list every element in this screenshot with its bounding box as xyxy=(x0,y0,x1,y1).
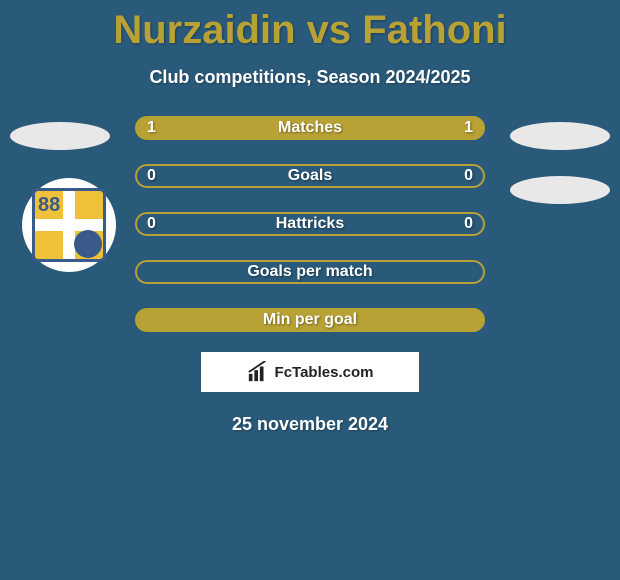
watermark-text: FcTables.com xyxy=(275,364,374,381)
stat-label: Min per goal xyxy=(263,311,357,329)
stat-label: Goals xyxy=(288,167,332,185)
stat-left-value: 1 xyxy=(147,119,156,137)
subtitle: Club competitions, Season 2024/2025 xyxy=(0,67,620,88)
club-badge: 88 xyxy=(22,178,116,272)
avatar-right-placeholder-1 xyxy=(510,122,610,150)
page-title: Nurzaidin vs Fathoni xyxy=(0,0,620,53)
stat-row: 1 Matches 1 xyxy=(135,116,485,140)
stat-right-value: 0 xyxy=(464,215,473,233)
stat-left-value: 0 xyxy=(147,215,156,233)
watermark: FcTables.com xyxy=(201,352,419,392)
date-label: 25 november 2024 xyxy=(0,414,620,435)
stat-left-value: 0 xyxy=(147,167,156,185)
avatar-right-placeholder-2 xyxy=(510,176,610,204)
stat-row: 0 Goals 0 xyxy=(135,164,485,188)
stat-right-value: 1 xyxy=(464,119,473,137)
stat-row: Goals per match xyxy=(135,260,485,284)
stat-label: Matches xyxy=(278,119,342,137)
stat-label: Goals per match xyxy=(247,263,372,281)
stat-row: Min per goal xyxy=(135,308,485,332)
ball-icon xyxy=(74,230,102,258)
stat-row: 0 Hattricks 0 xyxy=(135,212,485,236)
avatar-left-placeholder xyxy=(10,122,110,150)
stat-label: Hattricks xyxy=(276,215,344,233)
chart-icon xyxy=(247,361,269,383)
badge-number: 88 xyxy=(38,194,60,217)
stat-right-value: 0 xyxy=(464,167,473,185)
